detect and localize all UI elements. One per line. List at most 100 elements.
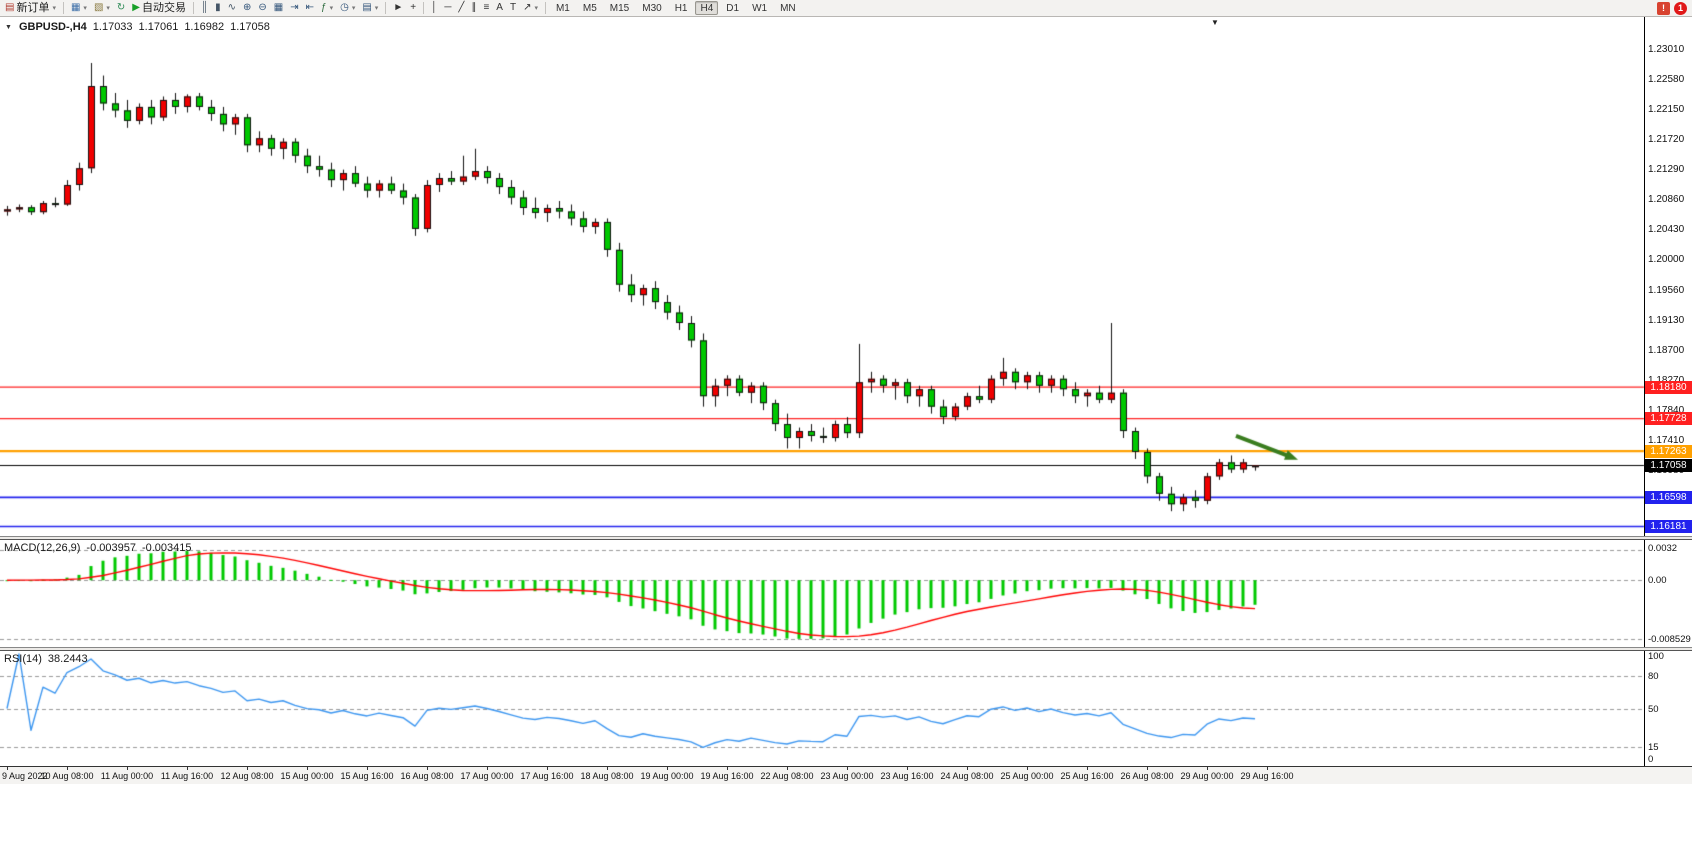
- zoom-out-button[interactable]: ⊖: [255, 1, 269, 16]
- fibonacci-button[interactable]: ≡: [480, 1, 492, 16]
- toolbar-separator: [544, 2, 546, 14]
- profiles-button[interactable]: ▧ ▾: [91, 1, 113, 16]
- vertical-line-button[interactable]: │: [428, 1, 440, 16]
- price-level-badge: 1.16598: [1645, 490, 1692, 504]
- channel-button[interactable]: ∥: [468, 1, 479, 16]
- main-chart-canvas[interactable]: [0, 17, 1692, 537]
- macd-axis-label: -0.008529: [1648, 634, 1691, 645]
- toolbar-buttons: ▤ 新订单 ▾ ▦ ▾ ▧ ▾ ↻ ▶ 自动交易 ║ ▮ ∿ ⊕ ⊖ ▦ ⇥ ⇤ ƒ ▾ ◷ ▾ ▤ ▾ ► + │ ─ ╱ ∥ ≡ A T ↗ ▾…: [0, 1, 1657, 16]
- ohlc-close: 1.17058: [230, 21, 270, 33]
- toolbar-separator: [385, 2, 387, 14]
- macd-axis-label: 0.0032: [1648, 543, 1678, 554]
- auto-trading-button[interactable]: ▶ 自动交易: [129, 1, 189, 16]
- candlestick-chart-button[interactable]: ▮: [212, 1, 224, 16]
- rsi-value: 38.2443: [47, 653, 88, 665]
- price-axis-label: 1.18700: [1648, 344, 1685, 356]
- label-icon: T: [509, 2, 517, 13]
- periods-dropdown-icon: ▾: [351, 5, 356, 12]
- time-axis[interactable]: 9 Aug 2022 10 Aug 08:00 11 Aug 00:00 11 Aug…: [0, 766, 1692, 784]
- timeframe-button-m30[interactable]: M30: [642, 2, 662, 14]
- chart-shift-button[interactable]: ⇤: [303, 1, 317, 16]
- tile-windows-button[interactable]: ▦: [271, 1, 286, 16]
- auto-scroll-button[interactable]: ⇥: [287, 1, 301, 16]
- panel-separator[interactable]: [0, 647, 1692, 651]
- rsi-panel-canvas[interactable]: [0, 651, 1692, 766]
- rsi-axis-label: 80: [1648, 670, 1659, 682]
- price-level-badge: 1.17058: [1645, 458, 1692, 472]
- price-axis-label: 1.22150: [1648, 104, 1685, 116]
- price-axis-label: 1.17410: [1648, 434, 1685, 446]
- zoom-in-button[interactable]: ⊕: [240, 1, 254, 16]
- time-axis-label: 15 Aug 16:00: [340, 771, 394, 781]
- timeframe-button-m5[interactable]: M5: [582, 2, 597, 14]
- arrows-button[interactable]: ↗ ▾: [520, 1, 541, 16]
- time-axis-tick: [127, 767, 128, 770]
- timeframe-button-h4[interactable]: H4: [695, 1, 719, 15]
- horizontal-line-button[interactable]: ─: [441, 1, 454, 16]
- price-axis-label: 1.21720: [1648, 134, 1685, 146]
- time-axis-tick: [967, 767, 968, 770]
- timeframe-button-mn[interactable]: MN: [780, 2, 796, 14]
- time-axis-tick: [367, 767, 368, 770]
- rsi-axis-label: 100: [1648, 651, 1664, 662]
- timeframe-button-m15[interactable]: M15: [609, 2, 630, 14]
- time-axis-tick: [187, 767, 188, 770]
- time-axis-tick: [1147, 767, 1148, 770]
- indicators-dropdown-icon: ▾: [329, 5, 334, 12]
- bar-chart-button[interactable]: ║: [198, 1, 211, 16]
- auto-scroll-icon: ⇥: [290, 2, 299, 13]
- price-level-badge: 1.18180: [1645, 380, 1692, 394]
- time-axis-label: 25 Aug 00:00: [1000, 771, 1054, 781]
- indicators-button[interactable]: ƒ ▾: [318, 1, 336, 16]
- new-order-button-label: 新订单: [16, 1, 50, 14]
- toolbar-separator: [62, 2, 64, 14]
- time-axis-tick: [907, 767, 908, 770]
- time-axis-tick: [847, 767, 848, 770]
- panel-separator[interactable]: [0, 536, 1692, 540]
- price-axis-label: 1.20860: [1648, 194, 1685, 206]
- notification-badge[interactable]: 1: [1674, 1, 1687, 15]
- candlestick-chart-icon: ▮: [215, 2, 221, 13]
- time-axis-tick: [667, 767, 668, 770]
- time-axis-label: 29 Aug 00:00: [1180, 771, 1234, 781]
- chart-shift-marker[interactable]: ▼: [1211, 18, 1219, 27]
- timeframe-button-w1[interactable]: W1: [752, 2, 768, 14]
- time-axis-tick: [487, 767, 488, 770]
- time-axis-label: 15 Aug 00:00: [280, 771, 334, 781]
- time-axis-tick: [1087, 767, 1088, 770]
- cursor-icon: ►: [393, 2, 404, 13]
- periods-icon: ◷: [340, 2, 349, 13]
- rsi-label: RSI(14): [4, 653, 42, 665]
- refresh-icon: ↻: [116, 2, 126, 13]
- one-click-trading-toggle[interactable]: ▼: [5, 23, 12, 31]
- ohlc-low: 1.16982: [184, 21, 225, 33]
- timeframe-button-d1[interactable]: D1: [726, 2, 740, 14]
- alert-icon[interactable]: !: [1657, 1, 1670, 15]
- arrows-icon: ↗: [523, 2, 532, 13]
- new-chart-button[interactable]: ▦ ▾: [68, 1, 90, 16]
- refresh-button[interactable]: ↻: [114, 1, 128, 16]
- timeframe-button-m1[interactable]: M1: [555, 2, 570, 14]
- vertical-line-icon: │: [431, 2, 438, 13]
- templates-button[interactable]: ▤ ▾: [359, 1, 381, 16]
- cursor-button[interactable]: ►: [390, 1, 406, 16]
- price-axis-label: 1.20000: [1648, 254, 1685, 266]
- label-button[interactable]: T: [507, 1, 519, 16]
- time-axis-label: 17 Aug 16:00: [520, 771, 574, 781]
- time-axis-label: 16 Aug 08:00: [400, 771, 454, 781]
- price-axis-label: 1.19560: [1648, 284, 1685, 296]
- timeframe-button-h1[interactable]: H1: [674, 2, 688, 14]
- profiles-icon: ▧: [93, 2, 104, 13]
- line-chart-button[interactable]: ∿: [225, 1, 239, 16]
- time-axis-tick: [67, 767, 68, 770]
- crosshair-button[interactable]: +: [407, 1, 419, 16]
- chart-title-bar: ▼ GBPUSD-,H4 1.17033 1.17061 1.16982 1.1…: [5, 21, 270, 33]
- periods-button[interactable]: ◷ ▾: [337, 1, 358, 16]
- bar-chart-icon: ║: [201, 2, 209, 13]
- macd-panel-canvas[interactable]: [0, 540, 1692, 647]
- main-toolbar: ▤ 新订单 ▾ ▦ ▾ ▧ ▾ ↻ ▶ 自动交易 ║ ▮ ∿ ⊕ ⊖ ▦ ⇥ ⇤ ƒ ▾ ◷ ▾ ▤ ▾ ► + │ ─ ╱ ∥ ≡ A T ↗ ▾…: [0, 0, 1692, 17]
- time-axis-tick: [727, 767, 728, 770]
- text-button[interactable]: A: [493, 1, 506, 16]
- new-order-button[interactable]: ▤ 新订单 ▾: [2, 1, 59, 16]
- trendline-button[interactable]: ╱: [455, 1, 467, 16]
